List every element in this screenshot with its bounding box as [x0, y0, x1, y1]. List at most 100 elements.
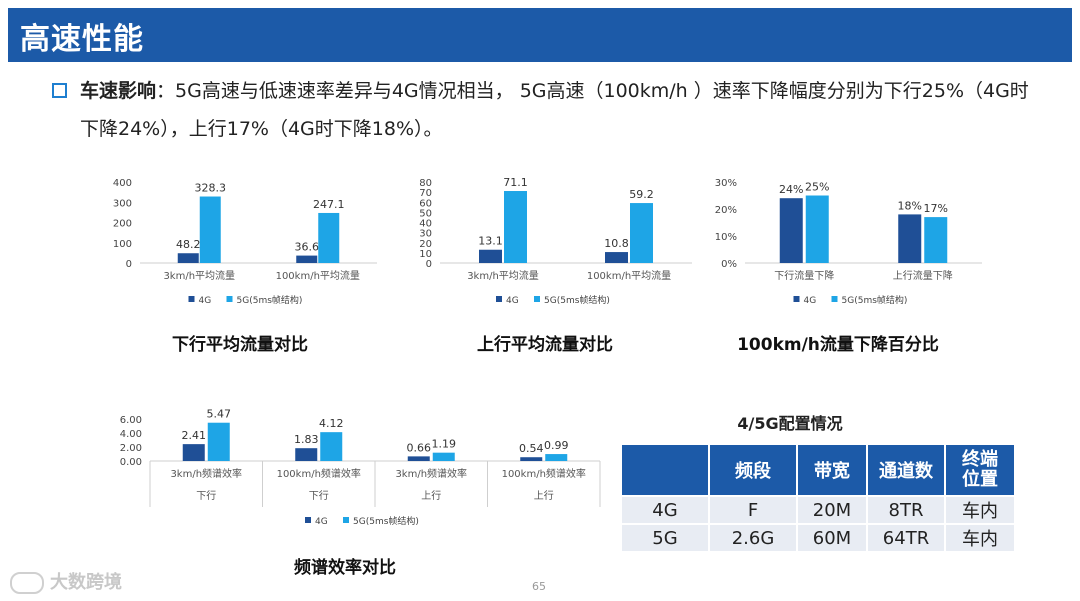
bar-5g	[504, 191, 527, 263]
legend-swatch-5g	[226, 296, 233, 302]
legend-swatch-4g	[496, 296, 502, 302]
config-header-cell: 带宽	[796, 443, 868, 497]
data-label: 71.1	[503, 176, 528, 189]
config-cell: 2.6G	[708, 523, 798, 553]
y-tick-label: 0%	[721, 259, 737, 270]
bar-5g	[199, 196, 221, 263]
config-table: 频段 带宽 通道数 终端 位置 4G F 20M 8TR 车内 5G 2.6G …	[620, 443, 1016, 553]
legend-label-5g: 5G(5ms帧结构)	[237, 294, 303, 306]
data-label: 25%	[805, 181, 829, 194]
data-label: 247.1	[313, 198, 345, 211]
legend-label-5g: 5G(5ms帧结构)	[353, 515, 419, 527]
config-cell: 60M	[796, 523, 868, 553]
y-tick-label: 10	[419, 249, 432, 260]
bar-5g	[924, 217, 948, 263]
y-tick-label: 200	[113, 219, 132, 230]
intro-label: 车速影响	[80, 80, 157, 102]
data-label: 5.47	[207, 408, 232, 421]
y-tick-label: 70	[419, 188, 432, 199]
config-cell: 车内	[944, 495, 1016, 525]
bar-4g	[182, 444, 205, 461]
config-cell: 8TR	[866, 495, 946, 525]
bar-5g	[432, 452, 455, 461]
legend-label-4g: 4G	[199, 296, 212, 306]
config-header-cell: 通道数	[866, 443, 946, 497]
y-tick-label: 400	[113, 178, 132, 189]
x-tick-label: 100km/h频谱效率	[277, 467, 361, 480]
y-tick-label: 30%	[715, 178, 737, 189]
config-header-cell	[620, 443, 710, 497]
data-label: 10.8	[604, 237, 629, 250]
bar-4g	[779, 198, 803, 263]
x-tick-label: 上行流量下降	[893, 269, 953, 282]
config-cell: 车内	[944, 523, 1016, 553]
y-tick-label: 20	[419, 239, 432, 250]
x-tick-label: 下行流量下降	[774, 269, 834, 282]
data-label: 59.2	[629, 188, 654, 201]
data-label: 4.12	[319, 417, 344, 430]
bar-4g	[296, 255, 318, 263]
group-label: 上行	[421, 489, 441, 502]
legend-label-4g: 4G	[804, 296, 817, 306]
legend-swatch-4g	[305, 517, 311, 523]
table-row: 5G 2.6G 60M 64TR 车内	[620, 523, 1016, 553]
bar-5g	[320, 432, 343, 461]
x-tick-label: 100km/h频谱效率	[502, 467, 586, 480]
y-tick-label: 6.00	[120, 415, 142, 426]
y-tick-label: 40	[419, 219, 432, 230]
bar-5g	[318, 212, 340, 263]
data-label: 13.1	[478, 235, 503, 248]
legend-swatch-4g	[188, 296, 195, 302]
x-tick-label: 100km/h平均流量	[587, 269, 671, 282]
bar-5g	[630, 203, 653, 263]
bar-4g	[520, 457, 543, 461]
data-label: 0.99	[544, 439, 569, 452]
caption-ul: 上行平均流量对比	[477, 335, 613, 355]
config-table-title: 4/5G配置情况	[737, 414, 843, 433]
legend-swatch-5g	[343, 517, 349, 523]
caption-se: 频谱效率对比	[294, 558, 396, 578]
config-cell: F	[708, 495, 798, 525]
data-label: 1.83	[294, 433, 319, 446]
bar-5g	[805, 195, 829, 263]
data-label: 17%	[924, 202, 948, 215]
legend-label-4g: 4G	[315, 517, 328, 527]
y-tick-label: 0	[126, 259, 132, 270]
x-tick-label: 3km/h平均流量	[467, 269, 539, 282]
config-cell: 5G	[620, 523, 710, 553]
chart-drop-percentage: 0% 10% 20% 30% 24% 25% 下行流量下降 18% 17% 上行流量下降 4G 5G(…	[715, 178, 982, 306]
caption-pct: 100km/h流量下降百分比	[737, 335, 939, 355]
bar-5g	[545, 454, 568, 461]
chart-spectral-efficiency: 0.002.004.006.002.415.473km/h频谱效率下行1.834…	[120, 408, 601, 527]
y-tick-label: 100	[113, 239, 132, 250]
x-tick-label: 3km/h频谱效率	[395, 467, 467, 480]
bar-4g	[605, 252, 628, 263]
y-tick-label: 50	[419, 208, 432, 219]
x-tick-label: 3km/h平均流量	[163, 269, 235, 282]
y-tick-label: 2.00	[120, 443, 142, 454]
data-label: 48.2	[176, 238, 201, 251]
legend-label-5g: 5G(5ms帧结构)	[544, 294, 610, 306]
legend-swatch-4g	[793, 296, 800, 302]
config-cell: 4G	[620, 495, 710, 525]
group-label: 下行	[309, 489, 329, 502]
data-label: 328.3	[195, 182, 227, 195]
bar-4g	[177, 253, 199, 263]
bar-4g	[898, 214, 922, 263]
intro-colon: ：	[156, 80, 176, 102]
chart-downlink-throughput: 0 100 200 300 400 48.2 328.3 3km/h平均流量 36.6 247.1…	[113, 178, 377, 306]
y-tick-label: 300	[113, 198, 132, 209]
group-label: 下行	[196, 489, 216, 502]
data-label: 18%	[898, 199, 922, 212]
y-tick-label: 80	[419, 178, 432, 189]
data-label: 1.19	[432, 438, 457, 451]
watermark: 大数跨境	[10, 568, 122, 594]
bar-4g	[479, 249, 502, 263]
legend-label-4g: 4G	[506, 296, 519, 306]
data-label: 24%	[779, 183, 803, 196]
y-tick-label: 60	[419, 198, 432, 209]
data-label: 36.6	[295, 241, 320, 254]
intro-paragraph: 车速影响：5G高速与低速速率差异与4G情况相当， 5G高速（100km/h ）速…	[80, 72, 1040, 148]
data-label: 0.66	[407, 441, 432, 454]
